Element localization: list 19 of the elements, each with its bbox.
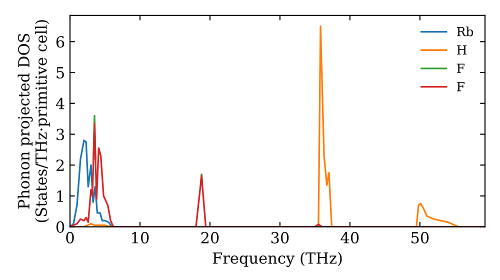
y-axis-title: Phonon projected DOS (States/THz·primitive cell) <box>18 20 50 222</box>
y-tick-label: 6 <box>56 36 64 48</box>
x-tick-label: 10 <box>132 232 149 244</box>
legend-label: F <box>457 82 464 92</box>
x-tick-label: 30 <box>271 232 289 244</box>
y-tick-label: 4 <box>56 98 64 110</box>
legend-label: F <box>457 64 464 73</box>
y-tick-label: 0 <box>56 221 64 233</box>
x-tick-label: 40 <box>340 232 359 244</box>
y-tick-label: 1 <box>57 190 63 202</box>
y-tick-label: 3 <box>56 128 64 140</box>
x-tick-label: 50 <box>411 232 429 244</box>
legend-label: H <box>457 45 467 54</box>
x-axis-title: Frequency (THz) <box>212 252 342 268</box>
y-tick-label: 5 <box>56 67 64 79</box>
y-tick-label: 2 <box>56 160 64 171</box>
x-tick-label: 20 <box>201 232 219 244</box>
x-tick-label: 0 <box>66 232 74 244</box>
legend-label: Rb <box>457 26 474 36</box>
